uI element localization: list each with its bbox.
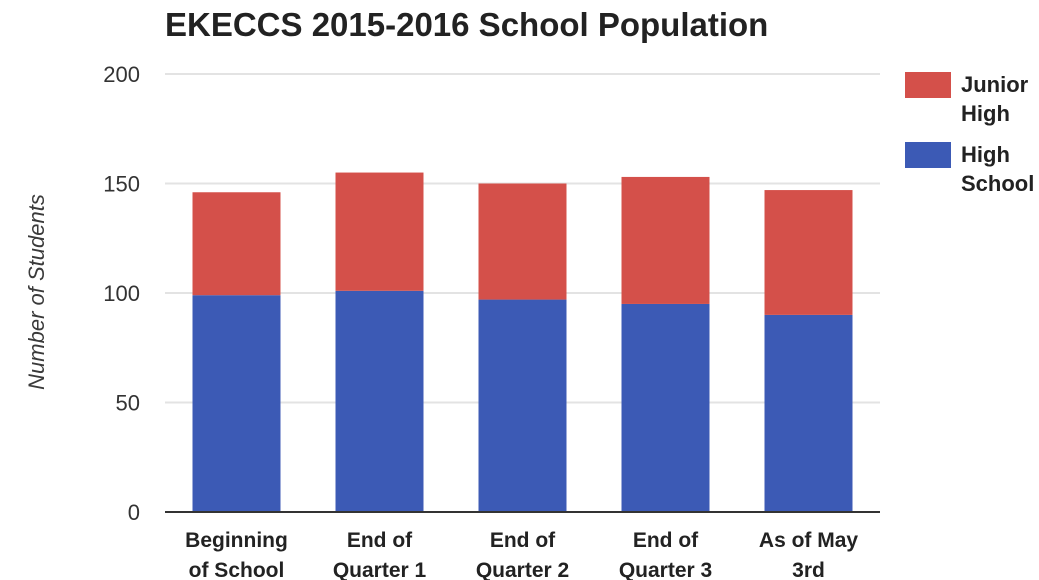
legend-label: High: [961, 101, 1010, 126]
legend-label: School: [961, 171, 1034, 196]
bar-segment-series-1-cat-3: [621, 176, 710, 304]
legend-swatch: [905, 72, 951, 98]
legend-label: High: [961, 142, 1010, 167]
legend: Junior High High School: [905, 72, 1034, 196]
x-category-label: Beginning: [185, 529, 288, 552]
bar-segment-series-0-cat-0: [192, 295, 281, 512]
bar-segment-series-1-cat-1: [335, 172, 424, 291]
x-axis-categories: Beginning of School End of Quarter 1 End of Q…: [185, 529, 858, 580]
x-category-label: As of May: [759, 529, 859, 552]
legend-label: Junior: [961, 72, 1029, 97]
y-axis-ticks: 0 50 100 150 200: [103, 62, 140, 525]
bar-segment-series-1-cat-4: [764, 190, 853, 315]
x-category-label: End of: [347, 529, 413, 552]
x-category-label: End of: [490, 529, 556, 552]
bar-segment-series-0-cat-4: [764, 314, 853, 512]
x-category-label: of School: [189, 559, 285, 580]
y-axis-title: Number of Students: [24, 194, 49, 390]
y-tick-label: 150: [103, 172, 140, 197]
y-tick-label: 100: [103, 281, 140, 306]
bar-segment-series-0-cat-3: [621, 303, 710, 512]
bars: [192, 172, 853, 512]
x-category-label: Quarter 1: [333, 559, 427, 580]
legend-swatch: [905, 142, 951, 168]
x-category-label: End of: [633, 529, 699, 552]
x-category-label: Quarter 3: [619, 559, 712, 580]
bar-segment-series-0-cat-1: [335, 290, 424, 512]
y-tick-label: 50: [116, 391, 140, 416]
chart-title: EKECCS 2015-2016 School Population: [165, 6, 768, 43]
bar-segment-series-0-cat-2: [478, 299, 567, 512]
bar-segment-series-1-cat-0: [192, 192, 281, 296]
y-tick-label: 0: [128, 500, 140, 525]
x-category-label: 3rd: [792, 559, 825, 580]
x-category-label: Quarter 2: [476, 559, 569, 580]
y-tick-label: 200: [103, 62, 140, 87]
bar-segment-series-1-cat-2: [478, 183, 567, 300]
